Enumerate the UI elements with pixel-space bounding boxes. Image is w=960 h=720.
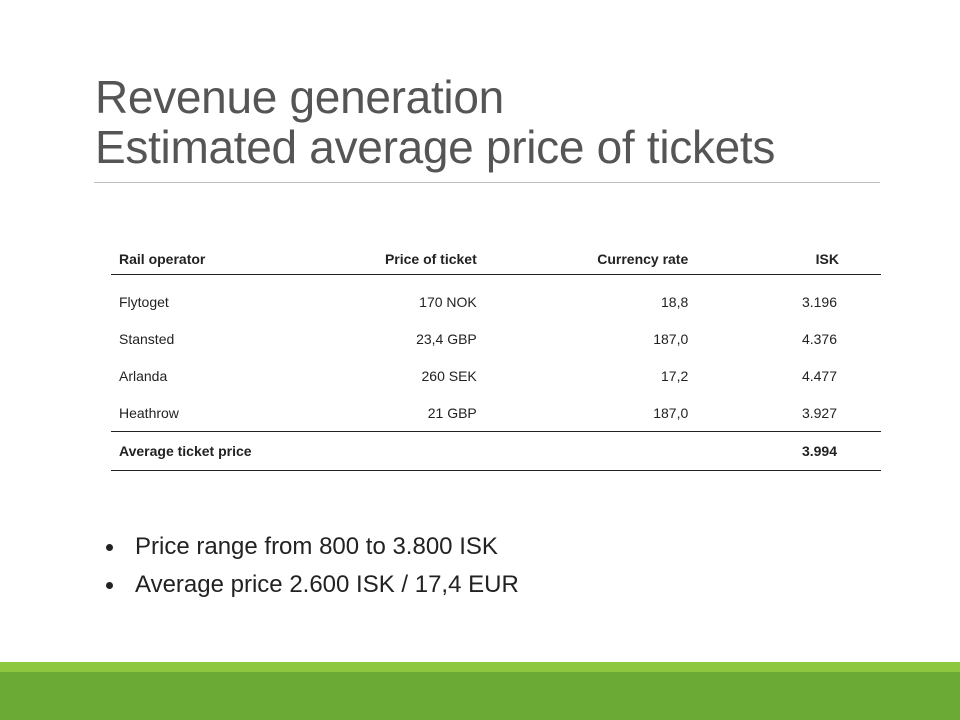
cell-rate: 187,0: [653, 330, 689, 347]
total-label: Average ticket price: [111, 431, 323, 471]
cell-operator: Arlanda: [119, 367, 168, 384]
cell-operator: Heathrow: [119, 404, 179, 421]
title-divider: [94, 182, 880, 183]
cell-operator: Stansted: [119, 330, 175, 347]
column-header-isk: ISK: [696, 244, 881, 275]
bullet-dot-icon: [106, 543, 113, 551]
bullet-item: Average price 2.600 ISK / 17,4 EUR: [106, 566, 519, 604]
table-row: Heathrow 21 GBP 187,0 3.927: [111, 394, 881, 432]
table-row: Flytoget 170 NOK 18,8 3.196: [111, 275, 881, 321]
column-header-rail-operator: Rail operator: [111, 244, 323, 275]
cell-isk: 3.196: [801, 293, 837, 310]
footer-bar: [0, 672, 960, 720]
bullet-text: Price range from 800 to 3.800 ISK: [135, 533, 498, 560]
cell-rate: 18,8: [661, 293, 689, 310]
cell-isk: 4.477: [801, 367, 837, 384]
column-header-price-of-ticket: Price of ticket: [322, 244, 485, 275]
bullet-dot-icon: [106, 581, 113, 589]
table-total-row: Average ticket price 3.994: [111, 431, 881, 471]
cell-rate: 17,2: [661, 367, 689, 384]
cell-price: 23,4 GBP: [416, 330, 477, 347]
cell-rate: 187,0: [653, 404, 689, 421]
slide-title: Revenue generation Estimated average pri…: [95, 72, 875, 172]
total-empty-cell: [484, 431, 697, 471]
cell-price: 260 SEK: [421, 367, 477, 384]
total-value: 3.994: [696, 431, 881, 471]
bullet-text: Average price 2.600 ISK / 17,4 EUR: [135, 571, 519, 598]
table-header-row: Rail operator Price of ticket Currency r…: [111, 244, 881, 275]
bullet-list: Price range from 800 to 3.800 ISK Averag…: [106, 528, 519, 604]
ticket-price-table: Rail operator Price of ticket Currency r…: [111, 244, 881, 471]
table-row: Stansted 23,4 GBP 187,0 4.376: [111, 320, 881, 357]
slide-title-line-1: Revenue generation: [95, 71, 504, 123]
column-header-currency-rate: Currency rate: [484, 244, 697, 275]
cell-isk: 4.376: [801, 330, 837, 347]
slide-title-line-2: Estimated average price of tickets: [95, 121, 776, 173]
cell-price: 21 GBP: [427, 404, 477, 421]
bullet-item: Price range from 800 to 3.800 ISK: [106, 528, 519, 566]
cell-isk: 3.927: [801, 404, 837, 421]
footer-accent-stripe: [0, 662, 960, 672]
cell-operator: Flytoget: [119, 293, 169, 310]
total-empty-cell: [322, 431, 485, 471]
cell-price: 170 NOK: [419, 293, 477, 310]
table-row: Arlanda 260 SEK 17,2 4.477: [111, 357, 881, 394]
